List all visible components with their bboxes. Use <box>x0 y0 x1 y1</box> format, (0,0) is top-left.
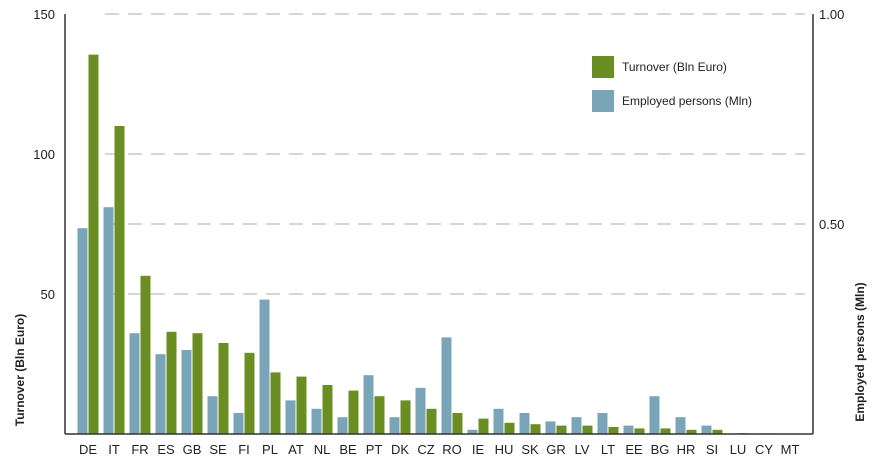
bar-employed-gr <box>545 421 556 434</box>
bar-employed-se <box>207 396 218 434</box>
bar-employed-pl <box>259 299 270 434</box>
bar-turnover-ro <box>452 413 463 434</box>
bar-employed-es <box>155 354 166 434</box>
bar-turnover-be <box>348 390 359 434</box>
x-tick-it: IT <box>108 442 120 457</box>
x-tick-at: AT <box>288 442 304 457</box>
x-tick-cy: CY <box>755 442 773 457</box>
bar-turnover-lv <box>582 425 593 434</box>
x-tick-lu: LU <box>730 442 747 457</box>
bar-employed-fr <box>129 333 140 434</box>
x-tick-ro: RO <box>442 442 462 457</box>
y-axis-left-title: Turnover (Bln Euro) <box>13 314 27 426</box>
bar-employed-pt <box>363 375 374 434</box>
bar-employed-gb <box>181 350 192 434</box>
bar-employed-fi <box>233 413 244 434</box>
bar-turnover-lt <box>608 427 619 434</box>
bar-employed-ie <box>467 429 478 434</box>
bar-turnover-pt <box>374 396 385 434</box>
y-axis-right-ticks: 0.50 1.00 <box>819 7 844 232</box>
x-tick-se: SE <box>209 442 227 457</box>
bar-employed-ro <box>441 337 452 434</box>
gridlines <box>105 13 805 295</box>
x-tick-be: BE <box>339 442 357 457</box>
bar-employed-sk <box>519 413 530 434</box>
bar-turnover-hu <box>504 422 515 434</box>
x-tick-es: ES <box>157 442 175 457</box>
bar-turnover-sk <box>530 424 541 434</box>
bars <box>77 54 801 434</box>
legend-label-employed: Employed persons (Mln) <box>622 94 752 108</box>
bar-employed-nl <box>311 408 322 434</box>
bar-turnover-bg <box>660 428 671 434</box>
x-tick-gr: GR <box>546 442 566 457</box>
bar-turnover-nl <box>322 385 333 434</box>
bar-employed-si <box>701 425 712 434</box>
x-tick-sk: SK <box>521 442 539 457</box>
bar-turnover-hr <box>686 429 697 434</box>
legend-swatch-turnover <box>592 56 614 78</box>
x-tick-ee: EE <box>625 442 643 457</box>
bar-turnover-si <box>712 429 723 434</box>
x-tick-dk: DK <box>391 442 409 457</box>
bar-turnover-pl <box>270 372 281 434</box>
bar-turnover-at <box>296 376 307 434</box>
y-tick-left: 100 <box>33 147 55 162</box>
y-tick-left: 50 <box>41 287 55 302</box>
bar-employed-dk <box>389 417 400 434</box>
bar-turnover-ie <box>478 418 489 434</box>
bar-employed-lt <box>597 413 608 434</box>
x-tick-si: SI <box>706 442 718 457</box>
bar-employed-it <box>103 207 114 434</box>
bar-turnover-es <box>166 331 177 434</box>
bar-employed-de <box>77 228 88 434</box>
bar-employed-be <box>337 417 348 434</box>
x-tick-de: DE <box>79 442 97 457</box>
x-tick-lv: LV <box>575 442 590 457</box>
bar-turnover-gr <box>556 425 567 434</box>
x-tick-fi: FI <box>238 442 250 457</box>
bar-turnover-fi <box>244 352 255 434</box>
legend: Turnover (Bln Euro) Employed persons (Ml… <box>592 56 752 112</box>
x-tick-ie: IE <box>472 442 485 457</box>
legend-label-turnover: Turnover (Bln Euro) <box>622 60 727 74</box>
x-axis-ticks: DE IT FR ES GB SE FI PL AT NL BE PT DK CZ RO IE HU SK GR LV… <box>79 442 799 457</box>
bar-employed-hu <box>493 408 504 434</box>
bar-turnover-it <box>114 126 125 434</box>
bar-turnover-fr <box>140 275 151 434</box>
legend-swatch-employed <box>592 90 614 112</box>
bar-employed-bg <box>649 396 660 434</box>
x-tick-hu: HU <box>495 442 514 457</box>
x-tick-lt: LT <box>601 442 615 457</box>
x-tick-pl: PL <box>262 442 278 457</box>
bar-employed-lv <box>571 417 582 434</box>
x-tick-cz: CZ <box>417 442 434 457</box>
y-tick-right: 0.50 <box>819 217 844 232</box>
x-tick-mt: MT <box>781 442 800 457</box>
bar-employed-hr <box>675 417 686 434</box>
bar-turnover-de <box>88 54 99 434</box>
bar-turnover-ee <box>634 428 645 434</box>
y-axis-left-ticks: 50 100 150 <box>33 7 55 302</box>
x-tick-nl: NL <box>314 442 331 457</box>
y-axis-right-title: Employed persons (Mln) <box>853 282 867 421</box>
y-tick-left: 150 <box>33 7 55 22</box>
x-tick-gb: GB <box>183 442 202 457</box>
bar-employed-ee <box>623 425 634 434</box>
bar-turnover-se <box>218 343 229 434</box>
bar-turnover-gb <box>192 333 203 434</box>
x-tick-bg: BG <box>651 442 670 457</box>
bar-turnover-cz <box>426 408 437 434</box>
x-tick-fr: FR <box>131 442 148 457</box>
bar-employed-at <box>285 400 296 434</box>
y-tick-right: 1.00 <box>819 7 844 22</box>
bar-employed-cz <box>415 387 426 434</box>
x-tick-pt: PT <box>366 442 383 457</box>
bar-turnover-dk <box>400 400 411 434</box>
x-tick-hr: HR <box>677 442 696 457</box>
